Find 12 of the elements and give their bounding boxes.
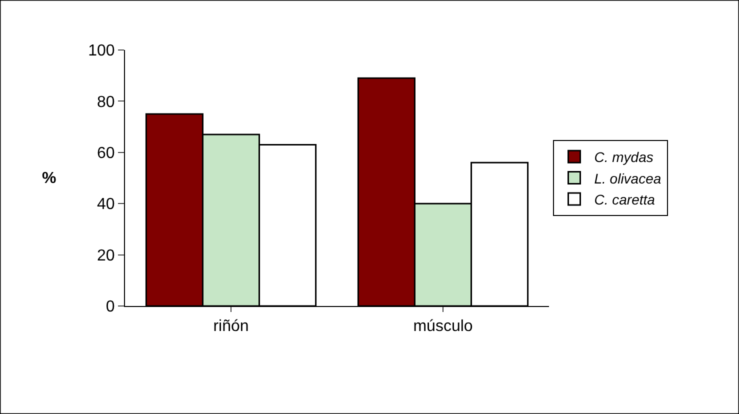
- y-tick-label: 20: [97, 247, 115, 264]
- y-tick-label: 100: [88, 42, 115, 60]
- y-axis-title: %: [42, 170, 56, 187]
- x-tick-label: riñón: [213, 318, 249, 336]
- y-tick-label: 80: [97, 94, 115, 111]
- legend-label: C. caretta: [594, 191, 656, 208]
- y-tick-label: 0: [106, 298, 115, 316]
- y-tick-label: 60: [97, 145, 115, 162]
- legend-label: C. mydas: [594, 149, 654, 166]
- legend-label: L. olivacea: [594, 170, 662, 186]
- y-tick-label: 40: [97, 196, 115, 214]
- x-tick-label: músculo: [413, 318, 473, 336]
